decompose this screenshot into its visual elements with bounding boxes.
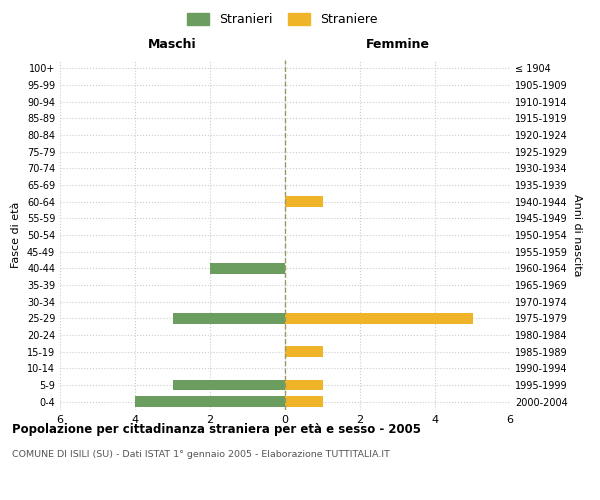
Bar [285,313,473,324]
Text: Femmine: Femmine [365,38,430,51]
Y-axis label: Anni di nascita: Anni di nascita [572,194,581,276]
Bar [173,380,285,390]
Text: Maschi: Maschi [148,38,197,51]
Bar [135,396,285,407]
Text: Popolazione per cittadinanza straniera per età e sesso - 2005: Popolazione per cittadinanza straniera p… [12,422,421,436]
Bar [285,346,323,357]
Bar [210,263,285,274]
Bar [173,313,285,324]
Legend: Stranieri, Straniere: Stranieri, Straniere [183,8,381,30]
Y-axis label: Fasce di età: Fasce di età [11,202,21,268]
Bar [285,396,323,407]
Bar [285,380,323,390]
Bar [285,196,323,207]
Text: COMUNE DI ISILI (SU) - Dati ISTAT 1° gennaio 2005 - Elaborazione TUTTITALIA.IT: COMUNE DI ISILI (SU) - Dati ISTAT 1° gen… [12,450,390,459]
